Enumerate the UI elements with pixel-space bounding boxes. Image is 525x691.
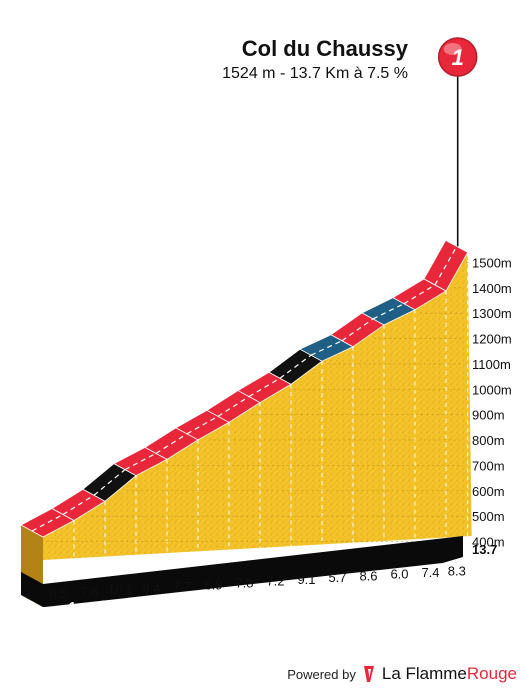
segment-centerline <box>124 452 157 471</box>
elevation-tick-label: 1100m <box>472 357 511 372</box>
km-label: 4 <box>162 594 170 609</box>
segment-centerline <box>155 433 188 454</box>
segment-gradient-label: 7.7 <box>173 579 191 594</box>
climb-title: Col du Chaussy <box>241 36 408 61</box>
km-label: 3 <box>131 596 138 611</box>
segment-centerline <box>217 396 250 417</box>
climb-summary: 1524 m - 13.7 Km à 7.5 % <box>222 65 408 82</box>
total-distance-label: 13.7 <box>472 542 497 557</box>
footer: Powered by La FlammeRouge <box>287 664 517 684</box>
segment-centerline <box>434 246 458 286</box>
segment-centerline <box>62 494 95 516</box>
summit-badge <box>437 37 478 77</box>
segment-centerline <box>403 284 436 305</box>
km-label: 6 <box>224 590 231 605</box>
elevation-tick-label: 500m <box>472 509 505 524</box>
segment-centerline <box>341 318 374 342</box>
segment-centerline <box>310 340 343 356</box>
segment-centerline <box>31 513 64 532</box>
segment-gradient-label: 6.4 <box>142 581 160 596</box>
km-label: 1 <box>69 599 76 614</box>
distance-band <box>43 536 463 607</box>
km-label: 9 <box>317 585 324 600</box>
segment-gradient-label: 7.2 <box>266 574 284 589</box>
segment-centerline <box>186 415 219 435</box>
elevation-tick-label: 1000m <box>472 382 512 397</box>
segment-gradient-label: 10.1 <box>108 583 133 598</box>
summit-marker: 1 <box>437 37 478 247</box>
segment-gradient-label: 7.4 <box>421 565 439 580</box>
elevation-tick-label: 900m <box>472 408 505 423</box>
summit-badge-shine <box>443 43 462 55</box>
segment-gradient-label: 6.9 <box>204 577 222 592</box>
segment-gradient-label: 6.5 <box>49 586 67 601</box>
segment-gradient-label: 8.6 <box>359 568 377 583</box>
elevation-tick-label: 800m <box>472 433 505 448</box>
km-label: 13 <box>437 578 451 593</box>
elevation-tick-label: 1300m <box>472 306 512 321</box>
km-label: 12 <box>406 580 420 595</box>
km-label: 7 <box>255 588 262 603</box>
elevation-tick-label: 1500m <box>472 255 512 270</box>
segment-centerline <box>279 354 312 379</box>
brand-name: La FlammeRouge <box>382 664 517 684</box>
segment-gradient-label: 7.8 <box>235 575 253 590</box>
distance-axis: 6.5 7.6 10.1 6.4 7.7 6.9 7.8 7.2 9.1 5.7 8.6 6.0 7.4… <box>21 536 497 614</box>
profile-area <box>43 252 472 560</box>
gradient-ribbon <box>20 239 469 538</box>
segment-gradient-label: 9.1 <box>297 572 315 587</box>
flamme-rouge-logo-icon <box>363 666 374 682</box>
brand-name-part1: La Flamme <box>381 664 467 683</box>
km-label: 8 <box>286 587 293 602</box>
distance-band-side <box>21 572 43 607</box>
segment-centerline <box>248 377 281 398</box>
brand-name-part2: Rouge <box>466 664 517 683</box>
km-label: 10 <box>344 583 358 598</box>
powered-by-label: Powered by <box>287 666 356 682</box>
elevation-tick-label: 700m <box>472 458 505 473</box>
segment-gradient-label: 7.6 <box>80 584 98 599</box>
segment-centerline <box>93 469 126 496</box>
elevation-tick-label: 1400m <box>472 281 512 296</box>
segment-centerline <box>372 303 405 320</box>
elevation-tick-label: 600m <box>472 484 505 499</box>
segment-gradient-label: 6.0 <box>390 567 408 582</box>
summit-badge-label: 1 <box>452 45 464 70</box>
km-label: 5 <box>193 592 200 607</box>
elevation-axis: 400m 500m 600m 700m 800m 900m 1000m 1100m 1200m 1… <box>472 255 512 549</box>
km-label: 11 <box>376 581 390 596</box>
km-label: 2 <box>100 597 107 612</box>
elevation-tick-label: 1200m <box>472 332 512 347</box>
segment-gradient-label: 8.3 <box>448 563 466 578</box>
segment-gradient-label: 5.7 <box>328 570 346 585</box>
elevation-tick-label: 400m <box>472 535 505 550</box>
grid-lines <box>46 252 469 560</box>
